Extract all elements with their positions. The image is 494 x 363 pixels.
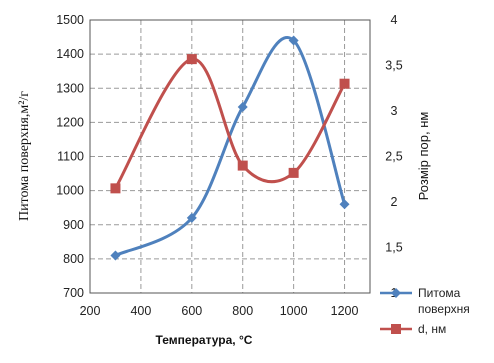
data-point-diamond <box>110 250 121 261</box>
x-tick-label: 1000 <box>280 304 308 318</box>
data-point-diamond <box>237 102 248 113</box>
data-point-square <box>186 54 197 65</box>
legend-marker-d <box>391 324 401 334</box>
data-point-square <box>237 160 248 171</box>
y-left-tick-label: 1100 <box>57 150 84 164</box>
data-point-square <box>339 78 350 89</box>
y-right-tick-label: 2 <box>391 195 398 209</box>
legend-label-surface-2: поверхня <box>418 302 470 316</box>
series-line-0 <box>114 36 346 257</box>
y-right-tick-label: 3 <box>391 104 398 118</box>
x-tick-label: 200 <box>80 304 101 318</box>
y-right-tick-label: 4 <box>391 13 398 27</box>
x-tick-labels: 200 400 600 800 1000 1200 <box>80 304 359 318</box>
y-left-tick-label: 1500 <box>56 13 84 27</box>
x-tick-label: 1200 <box>331 304 359 318</box>
x-axis-title: Температура, °С <box>156 333 253 347</box>
y-right-tick-label: 3,5 <box>385 59 402 73</box>
legend: Питома поверхня d, нм <box>380 286 470 336</box>
legend-label-d: d, нм <box>418 322 446 336</box>
x-tick-label: 800 <box>232 304 253 318</box>
y-right-tick-labels: 11,522,533,54 <box>385 13 402 300</box>
series-line-1 <box>114 57 346 190</box>
data-point-diamond <box>186 212 197 223</box>
y-left-tick-label: 800 <box>63 252 84 266</box>
y-right-axis-title: Розмір пор, нм <box>416 112 431 201</box>
data-point-square <box>288 167 299 178</box>
y-left-tick-label: 900 <box>63 218 84 232</box>
y-left-tick-label: 700 <box>63 286 84 300</box>
y-left-tick-label: 1000 <box>56 184 84 198</box>
data-point-square <box>110 183 121 194</box>
x-tick-label: 600 <box>181 304 202 318</box>
series-group <box>110 35 350 261</box>
y-right-tick-label: 2,5 <box>385 150 402 164</box>
y-left-tick-label: 1300 <box>56 81 84 95</box>
x-tick-label: 400 <box>130 304 151 318</box>
data-point-diamond <box>339 199 350 210</box>
y-left-axis-title-main: Питома поверхня,м²/г <box>17 91 32 221</box>
y-left-tick-labels: 700 800 900 1000 1100 1200 1300 1400 1500 <box>56 13 84 300</box>
legend-label-surface-1: Питома <box>418 286 461 300</box>
plot-area-border <box>89 19 371 294</box>
legend-marker-surface <box>391 288 401 298</box>
y-left-tick-label: 1400 <box>56 47 84 61</box>
y-left-tick-label: 1200 <box>56 115 84 129</box>
data-point-diamond <box>288 35 299 46</box>
y-left-axis-title: Питома поверхня,м²/г <box>17 91 32 221</box>
y-right-tick-label: 1,5 <box>385 241 402 255</box>
